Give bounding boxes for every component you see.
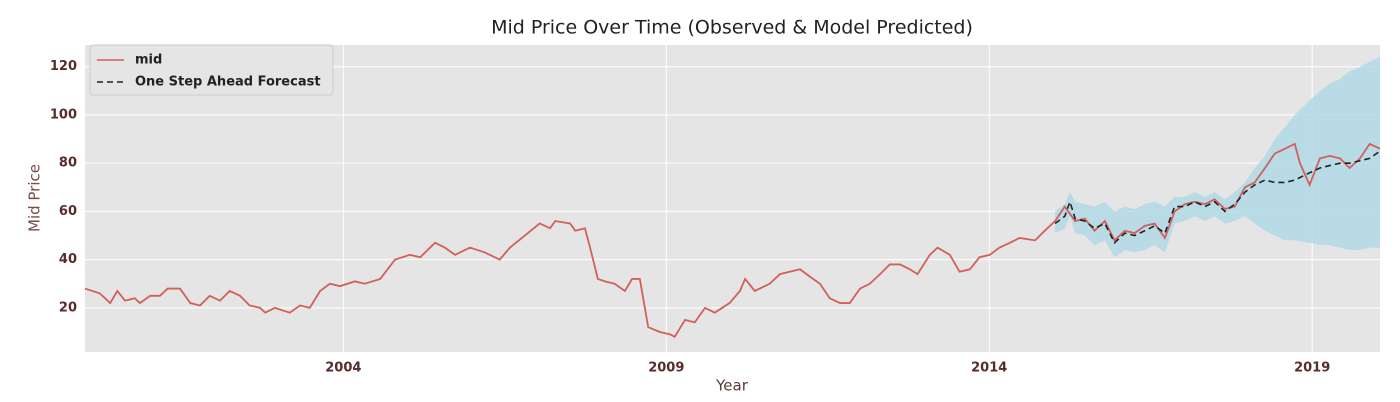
series-line xyxy=(1054,150,1381,245)
y-tick-label: 20 xyxy=(59,300,77,315)
x-tick-label: 2004 xyxy=(325,361,361,376)
chart-title: Mid Price Over Time (Observed & Model Pr… xyxy=(491,17,973,39)
x-tick-label: 2014 xyxy=(971,361,1007,376)
x-tick-label: 2009 xyxy=(648,361,684,376)
legend-box xyxy=(89,44,334,96)
marks xyxy=(84,57,1381,339)
y-tick-label: 100 xyxy=(50,107,77,122)
legend-label: One Step Ahead Forecast xyxy=(135,75,321,90)
labels: 20 40 60 80 100 120 2004 2009 2014 2019 xyxy=(50,59,1330,375)
y-tick-label: 60 xyxy=(59,204,77,219)
legend-label: mid xyxy=(135,53,162,68)
x-tick-label: 2019 xyxy=(1294,361,1330,376)
series-line xyxy=(84,142,1381,339)
y-tick-label: 120 xyxy=(50,59,77,74)
y-tick-label: 80 xyxy=(59,156,77,171)
x-axis-label: Year xyxy=(715,377,749,395)
confidence-band xyxy=(1055,57,1380,258)
y-tick-label: 40 xyxy=(59,252,77,267)
y-axis-label: Mid Price xyxy=(26,164,44,232)
legend: mid One Step Ahead Forecast xyxy=(89,44,334,96)
